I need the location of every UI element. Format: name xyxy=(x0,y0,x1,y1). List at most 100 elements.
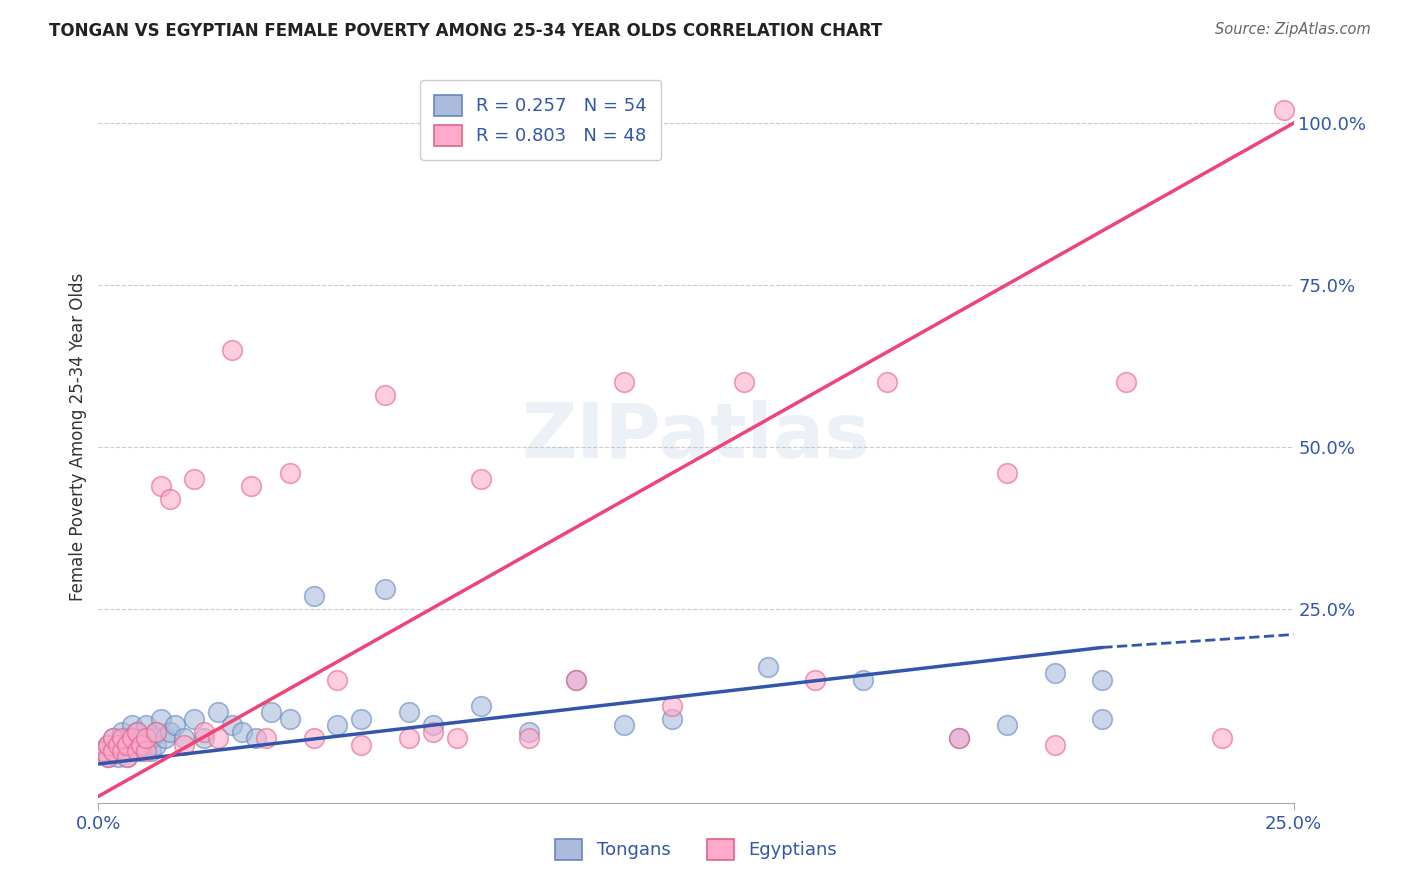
Point xyxy=(948,731,970,745)
Point xyxy=(470,698,492,713)
Point xyxy=(278,712,301,726)
Point xyxy=(446,731,468,745)
Point xyxy=(115,750,138,764)
Point xyxy=(1043,666,1066,681)
Point xyxy=(101,744,124,758)
Point xyxy=(159,491,181,506)
Text: ZIPatlas: ZIPatlas xyxy=(522,401,870,474)
Point xyxy=(302,731,325,745)
Point xyxy=(1115,375,1137,389)
Point xyxy=(852,673,875,687)
Point xyxy=(163,718,186,732)
Y-axis label: Female Poverty Among 25-34 Year Olds: Female Poverty Among 25-34 Year Olds xyxy=(69,273,87,601)
Point xyxy=(995,718,1018,732)
Point xyxy=(398,731,420,745)
Point xyxy=(259,705,281,719)
Point xyxy=(733,375,755,389)
Point xyxy=(948,731,970,745)
Point xyxy=(115,738,138,752)
Point xyxy=(125,724,148,739)
Point xyxy=(173,738,195,752)
Point xyxy=(876,375,898,389)
Point xyxy=(565,673,588,687)
Text: TONGAN VS EGYPTIAN FEMALE POVERTY AMONG 25-34 YEAR OLDS CORRELATION CHART: TONGAN VS EGYPTIAN FEMALE POVERTY AMONG … xyxy=(49,22,883,40)
Point xyxy=(101,731,124,745)
Point xyxy=(374,582,396,597)
Point xyxy=(193,731,215,745)
Point xyxy=(131,731,153,745)
Point xyxy=(97,750,120,764)
Point xyxy=(661,712,683,726)
Point xyxy=(131,738,153,752)
Point xyxy=(125,724,148,739)
Point xyxy=(145,724,167,739)
Point xyxy=(111,744,134,758)
Point xyxy=(159,724,181,739)
Point xyxy=(91,744,114,758)
Point xyxy=(121,744,143,758)
Point xyxy=(221,343,243,357)
Point xyxy=(183,472,205,486)
Point xyxy=(804,673,827,687)
Point xyxy=(278,466,301,480)
Point xyxy=(155,731,177,745)
Point xyxy=(145,724,167,739)
Point xyxy=(139,731,162,745)
Point xyxy=(91,744,114,758)
Point xyxy=(111,724,134,739)
Point xyxy=(121,718,143,732)
Point xyxy=(1091,712,1114,726)
Point xyxy=(207,731,229,745)
Point xyxy=(101,744,124,758)
Point xyxy=(240,478,263,492)
Point xyxy=(97,750,120,764)
Point xyxy=(613,375,636,389)
Point xyxy=(97,738,120,752)
Point xyxy=(173,731,195,745)
Point xyxy=(613,718,636,732)
Point xyxy=(326,718,349,732)
Point xyxy=(125,738,148,752)
Point xyxy=(125,744,148,758)
Point xyxy=(115,731,138,745)
Point xyxy=(245,731,267,745)
Point xyxy=(1043,738,1066,752)
Point xyxy=(398,705,420,719)
Point xyxy=(1211,731,1233,745)
Point xyxy=(302,589,325,603)
Text: Source: ZipAtlas.com: Source: ZipAtlas.com xyxy=(1215,22,1371,37)
Point xyxy=(107,738,129,752)
Legend: Tongans, Egyptians: Tongans, Egyptians xyxy=(548,831,844,867)
Point xyxy=(470,472,492,486)
Point xyxy=(107,738,129,752)
Point xyxy=(149,712,172,726)
Point xyxy=(254,731,277,745)
Point xyxy=(149,478,172,492)
Point xyxy=(135,738,157,752)
Point xyxy=(115,750,138,764)
Point xyxy=(193,724,215,739)
Point xyxy=(350,738,373,752)
Point xyxy=(1091,673,1114,687)
Point xyxy=(995,466,1018,480)
Point xyxy=(97,738,120,752)
Point xyxy=(207,705,229,719)
Point xyxy=(107,750,129,764)
Point xyxy=(121,731,143,745)
Point xyxy=(101,731,124,745)
Point xyxy=(135,744,157,758)
Point xyxy=(111,744,134,758)
Point xyxy=(131,744,153,758)
Point xyxy=(326,673,349,687)
Point xyxy=(422,718,444,732)
Point xyxy=(221,718,243,732)
Point xyxy=(135,731,157,745)
Point xyxy=(661,698,683,713)
Point xyxy=(517,731,540,745)
Point xyxy=(183,712,205,726)
Point xyxy=(565,673,588,687)
Point xyxy=(145,738,167,752)
Point xyxy=(756,660,779,674)
Point xyxy=(517,724,540,739)
Point xyxy=(139,744,162,758)
